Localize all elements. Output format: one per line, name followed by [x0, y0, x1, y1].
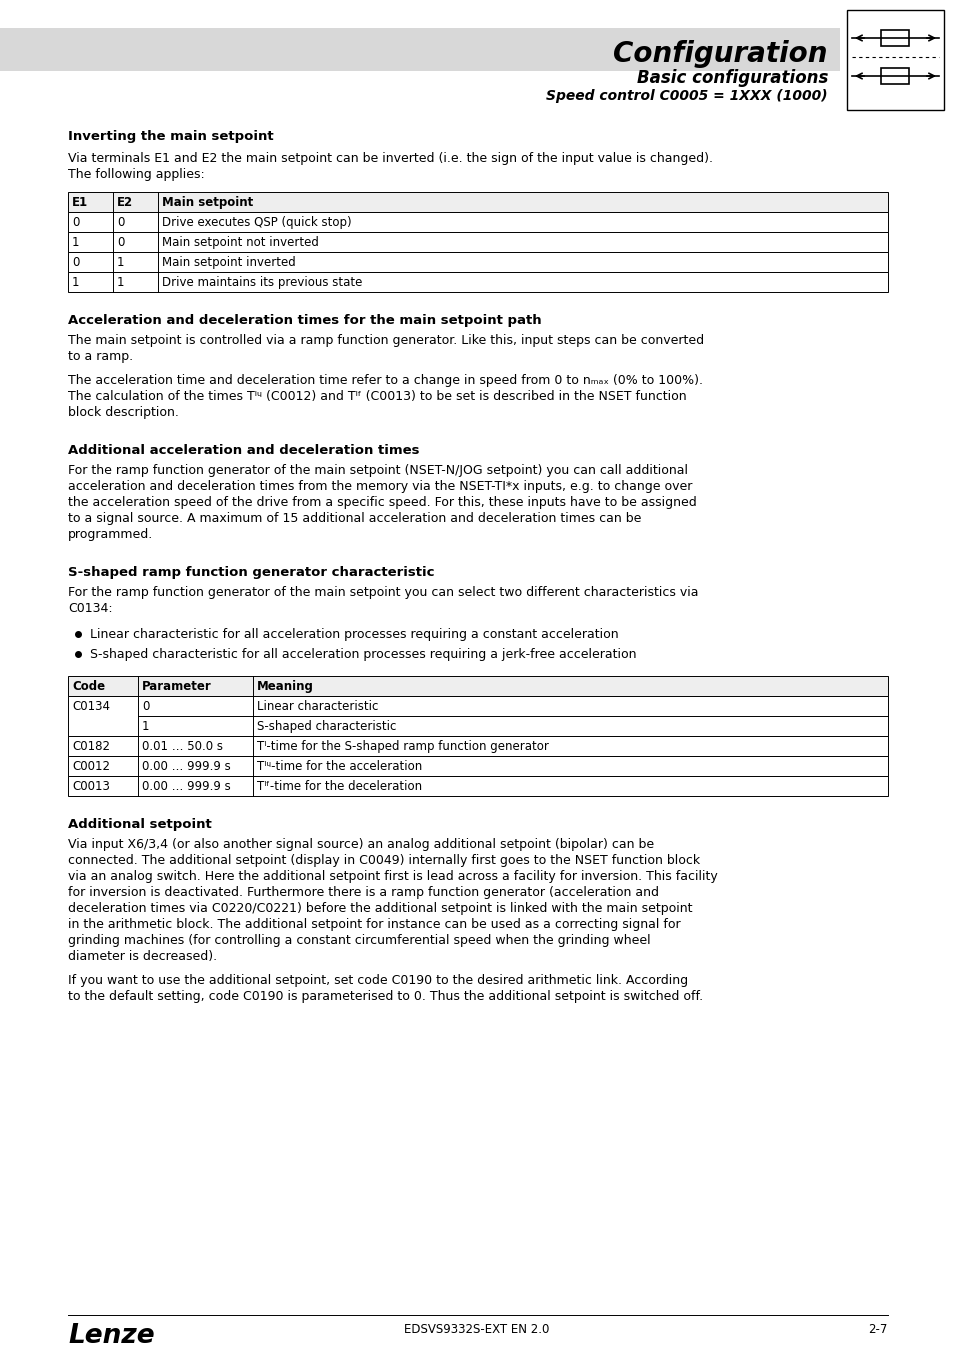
Text: Main setpoint not inverted: Main setpoint not inverted	[162, 236, 318, 248]
Text: via an analog switch. Here the additional setpoint first is lead across a facili: via an analog switch. Here the additiona…	[68, 869, 717, 883]
Text: block description.: block description.	[68, 406, 179, 418]
Text: 1: 1	[117, 275, 125, 289]
Text: The following applies:: The following applies:	[68, 167, 205, 181]
Text: Parameter: Parameter	[142, 680, 212, 693]
Text: programmed.: programmed.	[68, 528, 153, 541]
Text: The acceleration time and deceleration time refer to a change in speed from 0 to: The acceleration time and deceleration t…	[68, 374, 702, 387]
Text: Acceleration and deceleration times for the main setpoint path: Acceleration and deceleration times for …	[68, 315, 541, 327]
Text: Additional acceleration and deceleration times: Additional acceleration and deceleration…	[68, 444, 419, 458]
Bar	[68, 756, 887, 776]
Text: connected. The additional setpoint (display in C0049) internally first goes to t: connected. The additional setpoint (disp…	[68, 855, 700, 867]
Bar	[68, 776, 887, 796]
Bar	[68, 697, 887, 736]
Text: Tᴵᶠ-time for the deceleration: Tᴵᶠ-time for the deceleration	[256, 780, 421, 792]
Text: E1: E1	[71, 196, 88, 209]
Bar	[881, 30, 908, 46]
Text: the acceleration speed of the drive from a specific speed. For this, these input: the acceleration speed of the drive from…	[68, 495, 696, 509]
Text: Meaning: Meaning	[256, 680, 314, 693]
Text: for inversion is deactivated. Furthermore there is a ramp function generator (ac: for inversion is deactivated. Furthermor…	[68, 886, 659, 899]
Text: Via terminals E1 and E2 the main setpoint can be inverted (i.e. the sign of the : Via terminals E1 and E2 the main setpoin…	[68, 153, 712, 165]
Text: deceleration times via C0220/C0221) before the additional setpoint is linked wit: deceleration times via C0220/C0221) befo…	[68, 902, 692, 915]
Text: Linear characteristic: Linear characteristic	[256, 701, 378, 713]
Text: 2-7: 2-7	[868, 1323, 887, 1336]
Text: C0134:: C0134:	[68, 602, 112, 616]
Text: Tᴵ-time for the S-shaped ramp function generator: Tᴵ-time for the S-shaped ramp function g…	[256, 740, 548, 753]
Text: Lenze: Lenze	[68, 1323, 154, 1349]
Text: Inverting the main setpoint: Inverting the main setpoint	[68, 130, 274, 143]
Text: E2: E2	[117, 196, 133, 209]
Text: Main setpoint inverted: Main setpoint inverted	[162, 256, 295, 269]
Bar	[68, 192, 887, 212]
Text: Linear characteristic for all acceleration processes requiring a constant accele: Linear characteristic for all accelerati…	[90, 628, 618, 641]
Text: Configuration: Configuration	[613, 40, 827, 68]
Bar	[68, 736, 887, 756]
Text: 0: 0	[117, 216, 124, 230]
Text: 1: 1	[142, 720, 150, 733]
Text: to the default setting, code C0190 is parameterised to 0. Thus the additional se: to the default setting, code C0190 is pa…	[68, 990, 702, 1003]
Text: The main setpoint is controlled via a ramp function generator. Like this, input : The main setpoint is controlled via a ra…	[68, 333, 703, 347]
Text: The calculation of the times Tᴵᶣ (C0012) and Tᴵᶠ (C0013) to be set is described : The calculation of the times Tᴵᶣ (C0012)…	[68, 390, 686, 404]
Text: S-shaped characteristic for all acceleration processes requiring a jerk-free acc: S-shaped characteristic for all accelera…	[90, 648, 636, 662]
Text: 1: 1	[117, 256, 125, 269]
Bar	[0, 28, 840, 72]
Text: diameter is decreased).: diameter is decreased).	[68, 950, 217, 963]
Text: 0: 0	[71, 216, 79, 230]
Text: in the arithmetic block. The additional setpoint for instance can be used as a c: in the arithmetic block. The additional …	[68, 918, 679, 932]
Text: For the ramp function generator of the main setpoint you can select two differen: For the ramp function generator of the m…	[68, 586, 698, 599]
Text: Basic configurations: Basic configurations	[636, 69, 827, 86]
Text: C0182: C0182	[71, 740, 110, 753]
Text: 0: 0	[142, 701, 150, 713]
Text: 0: 0	[117, 236, 124, 248]
Bar	[68, 232, 887, 252]
Text: Speed control C0005 = 1XXX (1000): Speed control C0005 = 1XXX (1000)	[546, 89, 827, 103]
Bar	[68, 676, 887, 697]
Text: 1: 1	[71, 236, 79, 248]
Text: 0: 0	[71, 256, 79, 269]
Text: 0.00 … 999.9 s: 0.00 … 999.9 s	[142, 760, 231, 774]
Text: S-shaped characteristic: S-shaped characteristic	[256, 720, 395, 733]
Text: S-shaped ramp function generator characteristic: S-shaped ramp function generator charact…	[68, 566, 434, 579]
Text: to a signal source. A maximum of 15 additional acceleration and deceleration tim: to a signal source. A maximum of 15 addi…	[68, 512, 640, 525]
Text: C0013: C0013	[71, 780, 110, 792]
Text: Code: Code	[71, 680, 105, 693]
Text: 1: 1	[71, 275, 79, 289]
Text: Main setpoint: Main setpoint	[162, 196, 253, 209]
Text: Additional setpoint: Additional setpoint	[68, 818, 212, 832]
Bar	[68, 252, 887, 271]
Bar	[881, 68, 908, 84]
Text: For the ramp function generator of the main setpoint (NSET-N/JOG setpoint) you c: For the ramp function generator of the m…	[68, 464, 687, 477]
Text: Via input X6/3,4 (or also another signal source) an analog additional setpoint (: Via input X6/3,4 (or also another signal…	[68, 838, 654, 850]
Text: Drive maintains its previous state: Drive maintains its previous state	[162, 275, 362, 289]
Bar	[846, 9, 943, 109]
Text: to a ramp.: to a ramp.	[68, 350, 133, 363]
Text: C0012: C0012	[71, 760, 110, 774]
Text: 0.00 … 999.9 s: 0.00 … 999.9 s	[142, 780, 231, 792]
Text: 0.01 … 50.0 s: 0.01 … 50.0 s	[142, 740, 223, 753]
Text: C0134: C0134	[71, 701, 110, 713]
Bar	[68, 271, 887, 292]
Text: grinding machines (for controlling a constant circumferential speed when the gri: grinding machines (for controlling a con…	[68, 934, 650, 946]
Text: Drive executes QSP (quick stop): Drive executes QSP (quick stop)	[162, 216, 352, 230]
Text: Tᴵᶣ-time for the acceleration: Tᴵᶣ-time for the acceleration	[256, 760, 422, 774]
Text: If you want to use the additional setpoint, set code C0190 to the desired arithm: If you want to use the additional setpoi…	[68, 973, 687, 987]
Bar	[68, 212, 887, 232]
Text: EDSVS9332S-EXT EN 2.0: EDSVS9332S-EXT EN 2.0	[404, 1323, 549, 1336]
Text: acceleration and deceleration times from the memory via the NSET-TI*x inputs, e.: acceleration and deceleration times from…	[68, 481, 692, 493]
